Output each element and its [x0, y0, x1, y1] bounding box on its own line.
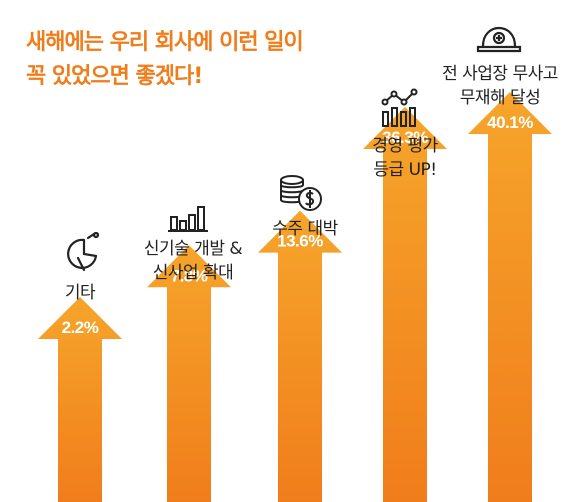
- pie-chart-icon: [67, 232, 100, 272]
- category-label-line: 전 사업장 무사고: [442, 64, 558, 84]
- arrow-bar: [468, 92, 552, 502]
- bar-chart-icon: [168, 206, 208, 232]
- arrow-bar: [363, 107, 447, 502]
- category-label-evaluation: 경영 평가 등급 UP!: [350, 134, 460, 182]
- category-label-line: 기타: [64, 283, 96, 303]
- category-label-safety: 전 사업장 무사고 무재해 달성: [425, 62, 573, 110]
- category-label-line: 신기술 개발 &: [143, 239, 243, 259]
- value-labels: 2.2% 7.8% 13.6% 36.3% 40.1%: [62, 113, 534, 337]
- value-label: 7.8%: [171, 266, 208, 285]
- category-label-new-tech: 신기술 개발 & 신사업 확대: [128, 237, 258, 285]
- category-label-etc: 기타: [40, 281, 120, 305]
- arrow-bar: [258, 210, 342, 502]
- chart-title-line-2: 꼭 있었으면 좋겠다!: [26, 64, 203, 89]
- category-label-line: 수주 대박: [272, 219, 338, 239]
- arrow-bar: [147, 245, 231, 502]
- value-label: 13.6%: [277, 232, 323, 251]
- coins-icon: [280, 175, 322, 211]
- value-label: 40.1%: [487, 113, 533, 132]
- safety-helmet-icon: [476, 26, 522, 53]
- category-label-line: 경영 평가: [372, 136, 438, 156]
- arrow-bars: [38, 92, 552, 502]
- category-label-line: 신사업 확대: [152, 263, 234, 283]
- category-label-orders: 수주 대박: [250, 217, 360, 241]
- value-label: 2.2%: [62, 318, 99, 337]
- line-chart-icon: [381, 88, 418, 127]
- category-label-line: 등급 UP!: [373, 160, 437, 180]
- value-label: 36.3%: [382, 128, 428, 147]
- chart-title-line-1: 새해에는 우리 회사에 이런 일이: [26, 30, 304, 55]
- arrow-bar: [38, 297, 122, 502]
- category-label-line: 무재해 달성: [459, 88, 541, 108]
